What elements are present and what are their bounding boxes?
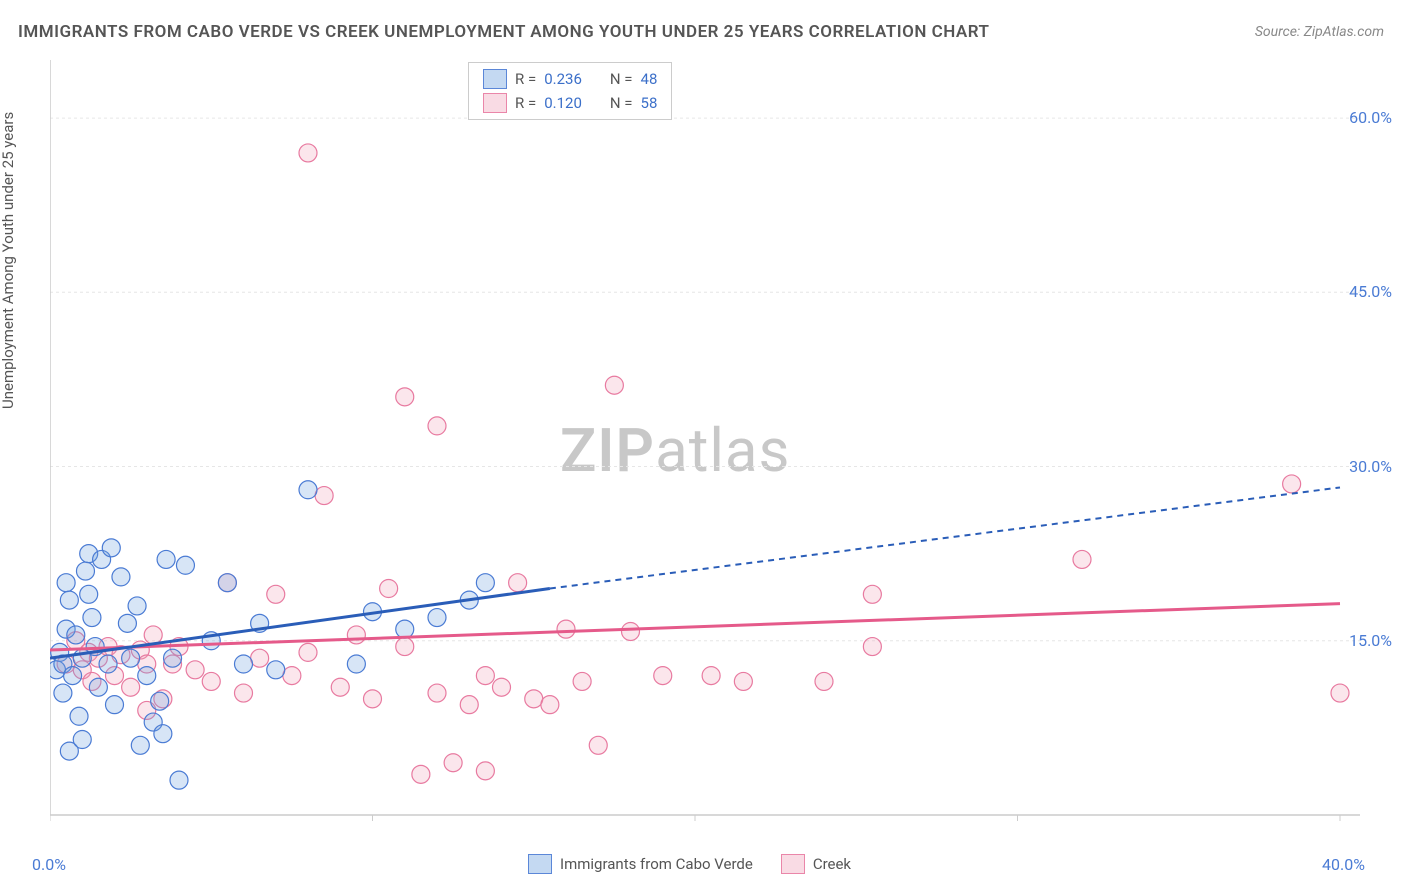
correlation-legend: R = 0.236 N = 48 R = 0.120 N = 58 [468,62,672,120]
swatch-blue [528,854,552,874]
series-name-pink: Creek [813,855,851,873]
y-tick-label: 45.0% [1349,282,1392,301]
series-legend: Immigrants from Cabo Verde Creek [528,854,851,874]
swatch-pink [781,854,805,874]
x-tick-label: 40.0% [1322,855,1365,874]
scatter-chart [50,55,1360,845]
r-label: R = [515,94,536,112]
y-tick-label: 60.0% [1349,108,1392,127]
n-label: N = [610,94,633,112]
r-value-pink: 0.120 [544,94,582,112]
y-axis-label: Unemployment Among Youth under 25 years [0,112,17,409]
series-legend-blue: Immigrants from Cabo Verde [528,854,753,874]
series-name-blue: Immigrants from Cabo Verde [560,855,753,873]
chart-container: IMMIGRANTS FROM CABO VERDE VS CREEK UNEM… [0,0,1406,892]
n-value-pink: 58 [641,94,658,112]
correlation-row-pink: R = 0.120 N = 58 [483,91,657,115]
y-tick-label: 30.0% [1349,457,1392,476]
swatch-pink [483,93,507,113]
x-tick-label: 0.0% [32,855,66,874]
r-value-blue: 0.236 [544,70,582,88]
r-label: R = [515,70,536,88]
swatch-blue [483,69,507,89]
n-label: N = [610,70,633,88]
source-attribution: Source: ZipAtlas.com [1255,24,1384,40]
correlation-row-blue: R = 0.236 N = 48 [483,67,657,91]
n-value-blue: 48 [641,70,658,88]
y-tick-label: 15.0% [1349,631,1392,650]
chart-title: IMMIGRANTS FROM CABO VERDE VS CREEK UNEM… [18,22,989,42]
series-legend-pink: Creek [781,854,851,874]
